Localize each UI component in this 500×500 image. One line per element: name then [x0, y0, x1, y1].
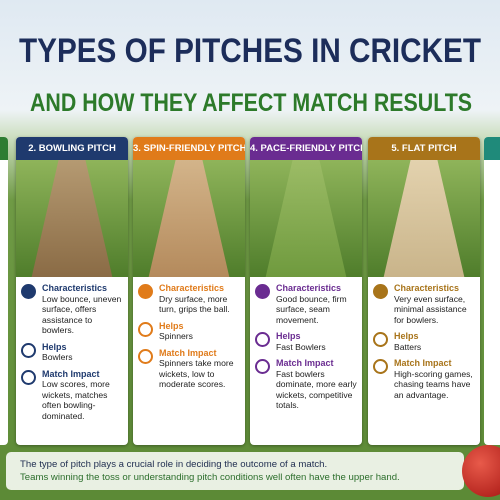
card-header: 4. PACE-FRIENDLY PITCH [250, 137, 362, 160]
pitch-image [133, 160, 245, 277]
footer: The type of pitch plays a crucial role i… [6, 452, 464, 490]
section-label: Characteristics [42, 283, 108, 293]
card-section: Match Impact High-scoring games, chasing … [368, 358, 480, 400]
section-label: Characteristics [159, 283, 225, 293]
icon [373, 332, 388, 347]
pitch-strip [383, 160, 465, 277]
footer-line: Teams winning the toss or understanding … [20, 472, 400, 483]
section-text: Good bounce, firm surface, seam movement… [276, 293, 347, 325]
section-label: Helps [42, 341, 67, 352]
section-label: Helps [276, 331, 301, 341]
section-text: Bowlers [42, 352, 73, 362]
section-label: Helps [394, 331, 419, 341]
pitch-image [250, 160, 362, 277]
pitch-card: 3. SPIN-FRIENDLY PITCH Characteristics Dry… [133, 137, 245, 445]
card-header: 2. BOWLING PITCH [16, 137, 128, 160]
section-label: Characteristics [394, 283, 460, 293]
card-header: 5. FLAT PITCH [368, 137, 480, 160]
section-text: Dry surface, more turn, grips the ball. [159, 293, 230, 315]
card-section: Characteristics Good bounce, firm surface… [250, 283, 362, 325]
section-text: Very even surface, minimal assistance fo… [394, 293, 467, 325]
pitch-strip [265, 160, 347, 277]
icon [21, 284, 36, 299]
section-text: Fast bowlers dominate, more early wicket… [276, 368, 357, 411]
pitch-image [368, 160, 480, 277]
pitch-card: 2. BOWLING PITCH Characteristics Low bounc… [16, 137, 128, 445]
icon [373, 284, 388, 299]
card-section: Match Impact Fast bowlers dominate, more … [250, 358, 362, 411]
icon [255, 284, 270, 299]
card-edge [484, 137, 500, 445]
icon [21, 342, 36, 358]
icon [255, 332, 270, 347]
icon [255, 359, 270, 374]
section-label: Match Impact [42, 368, 100, 379]
footer-line: The type of pitch plays a crucial role i… [20, 459, 328, 470]
pitch-card: 4. PACE-FRIENDLY PITCH Characteristics Goo… [250, 137, 362, 445]
card-edge [0, 137, 8, 445]
icon [138, 348, 153, 364]
pitch-strip [148, 160, 230, 277]
icon [138, 321, 153, 337]
section-label: Match Impact [276, 358, 334, 368]
card-section: Helps Batters [368, 331, 480, 352]
section-text: Low bounce, uneven surface, offers assis… [42, 293, 122, 336]
icon [373, 359, 388, 374]
card-section: Characteristics Low bounce, uneven surfac… [16, 283, 128, 336]
card-section: Helps Bowlers [16, 342, 128, 363]
section-text: Spinners take more wickets, low to moder… [159, 358, 234, 389]
section-text: High-scoring games, chasing teams have a… [394, 368, 473, 400]
section-text: Fast Bowlers [276, 341, 326, 352]
card-header: 3. SPIN-FRIENDLY PITCH [133, 137, 245, 160]
card-section: Helps Fast Bowlers [250, 331, 362, 352]
card-section: Match Impact Low scores, more wickets, ma… [16, 369, 128, 422]
title: TYPES OF PITCHES IN CRICKET [19, 32, 481, 70]
section-text: Batters [394, 341, 422, 352]
card-section: Characteristics Very even surface, minima… [368, 283, 480, 325]
section-label: Match Impact [394, 358, 452, 368]
subtitle: AND HOW THEY AFFECT MATCH RESULTS [30, 89, 472, 117]
card-section: Characteristics Dry surface, more turn, g… [133, 283, 245, 315]
cricket-ball [462, 445, 500, 497]
section-label: Characteristics [276, 283, 342, 293]
section-label: Match Impact [159, 347, 217, 358]
section-label: Helps [159, 320, 184, 331]
pitch-card: 5. FLAT PITCH Characteristics Very even su… [368, 137, 480, 445]
pitch-image [16, 160, 128, 277]
heading: TYPES OF PITCHES IN CRICKET AND HOW THEY… [19, 32, 481, 117]
card-section: Match Impact Spinners take more wickets, … [133, 348, 245, 390]
section-text: Spinners [159, 331, 193, 341]
section-text: Low scores, more wickets, matches often … [42, 379, 110, 421]
pitch-strip [31, 160, 113, 277]
icon [21, 369, 36, 385]
card-section: Helps Spinners [133, 321, 245, 342]
icon [138, 284, 153, 299]
